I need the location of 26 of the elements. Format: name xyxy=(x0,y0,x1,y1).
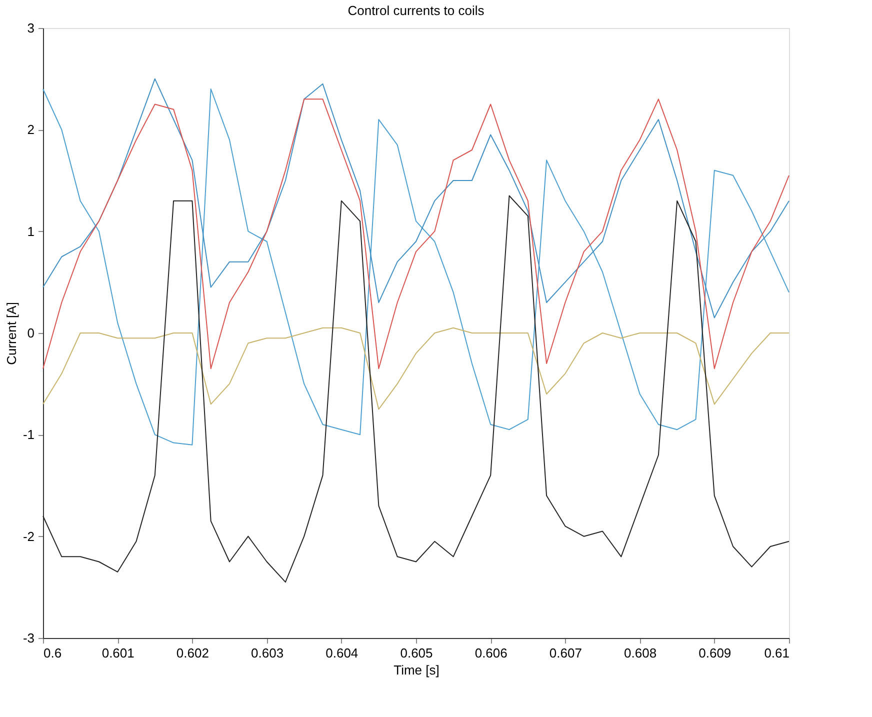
x-axis-title: Time [s] xyxy=(394,662,440,678)
x-tick-label: 0.602 xyxy=(176,646,209,660)
y-tick-label: -3 xyxy=(22,630,34,646)
line-series xyxy=(42,195,790,583)
x-tick-label: 0.603 xyxy=(251,646,284,660)
x-tick-label: 0.609 xyxy=(698,646,732,660)
y-tick-label: 3 xyxy=(27,20,34,36)
y-tick-label: 2 xyxy=(27,122,34,138)
x-tick-label: 0.607 xyxy=(549,646,582,660)
x-tick-label: 0.608 xyxy=(624,646,657,660)
y-tick-label: 0 xyxy=(27,326,34,340)
x-tick-label: 0.604 xyxy=(326,646,358,660)
line-series xyxy=(42,78,790,318)
y-axis-title: Current [A] xyxy=(4,302,19,365)
chart-title: Control currents to coils xyxy=(348,3,485,18)
line-series xyxy=(42,327,790,410)
y-tick-label: -1 xyxy=(22,427,34,442)
x-tick-label: 0.61 xyxy=(764,646,790,660)
line-series xyxy=(42,98,790,370)
x-tick-label: 0.6 xyxy=(44,646,62,660)
line-series xyxy=(42,88,790,446)
y-tick-label: 1 xyxy=(27,224,34,239)
x-tick-label: 0.606 xyxy=(474,646,508,660)
y-tick-label: -2 xyxy=(22,528,34,544)
x-tick-label: 0.601 xyxy=(102,646,134,660)
x-tick-label: 0.605 xyxy=(400,646,433,660)
